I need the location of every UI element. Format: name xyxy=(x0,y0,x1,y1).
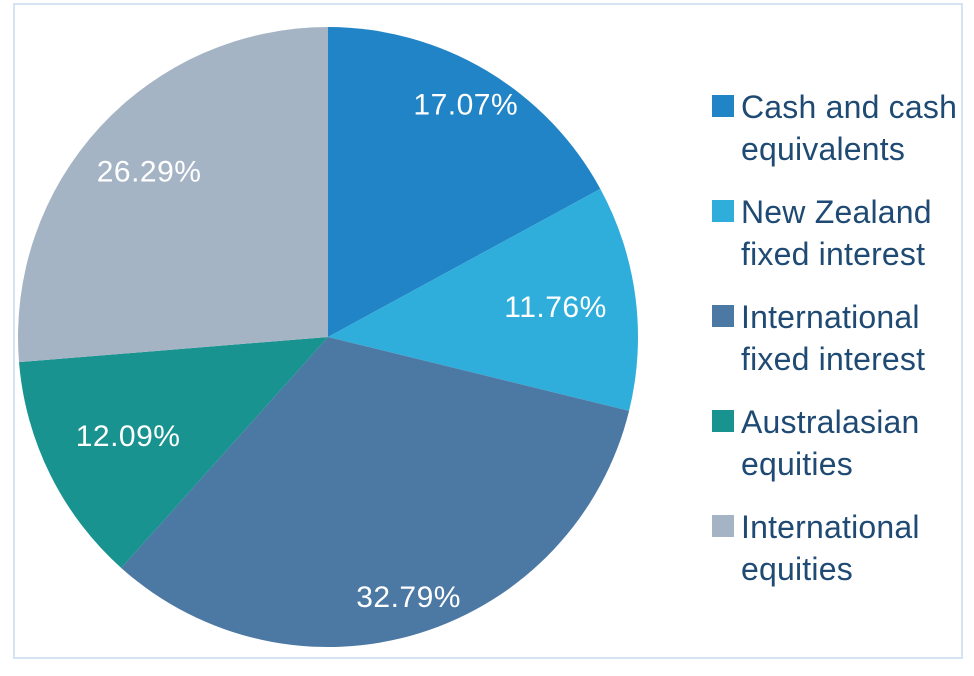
pie-slice-1 xyxy=(328,188,639,411)
legend-label: International fixed interest xyxy=(741,299,926,377)
legend-label: New Zealand fixed interest xyxy=(741,194,932,272)
slice-data-label-0: 17.07% xyxy=(413,89,518,122)
legend-swatch-icon xyxy=(712,200,734,222)
legend-swatch-icon xyxy=(712,515,734,537)
pie-slice-4 xyxy=(18,27,328,363)
slice-data-label-2: 32.79% xyxy=(356,581,461,614)
legend-label: Cash and cash equivalents xyxy=(741,89,958,167)
legend-label: International equities xyxy=(741,509,920,587)
legend-item-2: International fixed interest xyxy=(712,296,962,380)
legend-item-0: Cash and cash equivalents xyxy=(712,86,962,170)
legend-swatch-icon xyxy=(712,95,734,117)
pie-slice-3 xyxy=(19,337,329,568)
legend-item-4: International equities xyxy=(712,506,962,590)
pie-slice-2 xyxy=(121,337,630,647)
slice-data-label-3: 12.09% xyxy=(76,420,181,453)
pie-slice-0 xyxy=(328,27,601,337)
legend-swatch-icon xyxy=(712,305,734,327)
slice-data-label-1: 11.76% xyxy=(504,291,607,324)
legend: Cash and cash equivalents New Zealand fixed… xyxy=(712,86,962,611)
legend-item-1: New Zealand fixed interest xyxy=(712,191,962,275)
legend-swatch-icon xyxy=(712,410,734,432)
legend-item-3: Australasian equities xyxy=(712,401,962,485)
legend-label: Australasian equities xyxy=(741,404,920,482)
slice-data-label-4: 26.29% xyxy=(97,156,202,189)
